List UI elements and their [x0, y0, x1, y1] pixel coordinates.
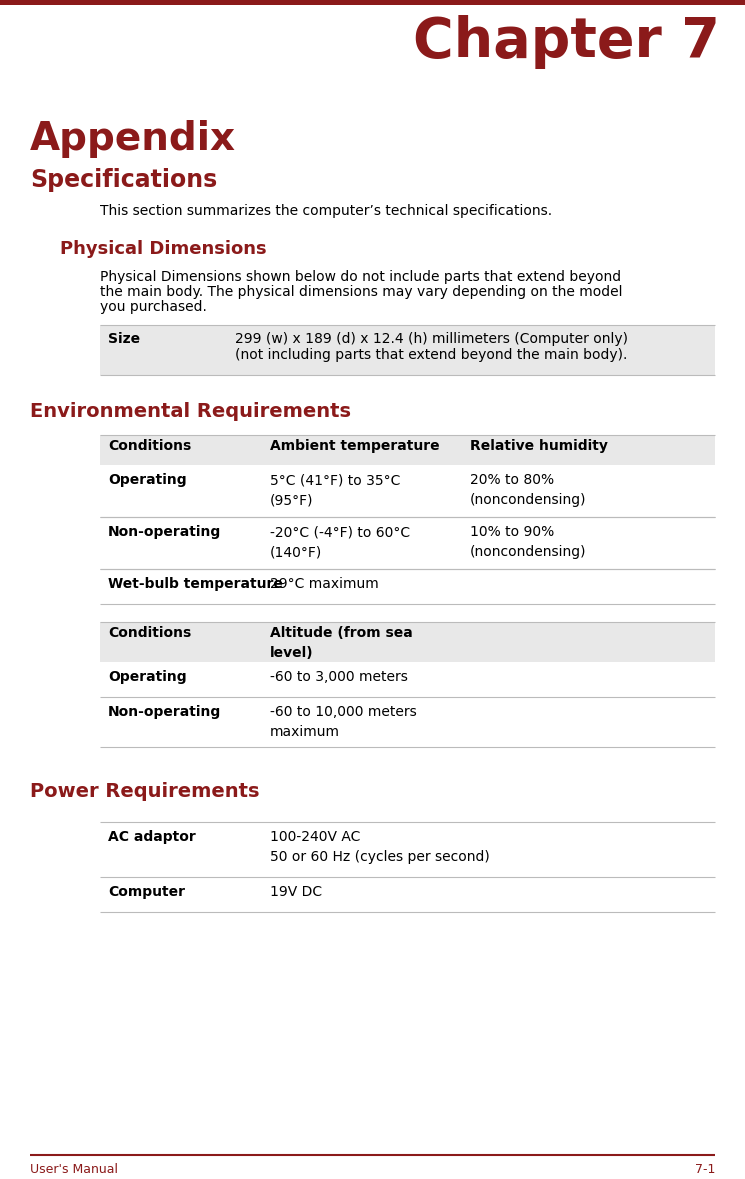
Text: -60 to 3,000 meters: -60 to 3,000 meters	[270, 670, 408, 684]
Text: 20% to 80%
(noncondensing): 20% to 80% (noncondensing)	[470, 473, 586, 507]
Text: -60 to 10,000 meters
maximum: -60 to 10,000 meters maximum	[270, 705, 416, 739]
Text: Physical Dimensions: Physical Dimensions	[60, 241, 267, 258]
Text: 100-240V AC
50 or 60 Hz (cycles per second): 100-240V AC 50 or 60 Hz (cycles per seco…	[270, 830, 489, 864]
Text: Non-operating: Non-operating	[108, 705, 221, 719]
Bar	[100, 518, 715, 569]
Text: Environmental Requirements: Environmental Requirements	[30, 402, 351, 421]
Text: you purchased.: you purchased.	[100, 299, 207, 314]
Text: 7-1: 7-1	[694, 1162, 715, 1175]
Bar	[100, 822, 715, 877]
Bar	[100, 697, 715, 747]
Bar	[100, 661, 715, 697]
Text: User's Manual: User's Manual	[30, 1162, 118, 1175]
Text: 5°C (41°F) to 35°C
(95°F): 5°C (41°F) to 35°C (95°F)	[270, 473, 400, 507]
Bar	[100, 569, 715, 604]
Text: AC adaptor: AC adaptor	[108, 830, 196, 844]
Text: Operating: Operating	[108, 670, 187, 684]
Text: Physical Dimensions shown below do not include parts that extend beyond: Physical Dimensions shown below do not i…	[100, 270, 621, 284]
Text: Chapter 7: Chapter 7	[413, 15, 720, 70]
Text: Altitude (from sea
level): Altitude (from sea level)	[270, 626, 413, 660]
Text: the main body. The physical dimensions may vary depending on the model: the main body. The physical dimensions m…	[100, 285, 623, 299]
Text: Appendix: Appendix	[30, 120, 236, 158]
Text: Conditions: Conditions	[108, 439, 191, 453]
Text: Ambient temperature: Ambient temperature	[270, 439, 440, 453]
Text: -20°C (-4°F) to 60°C
(140°F): -20°C (-4°F) to 60°C (140°F)	[270, 525, 410, 559]
Bar	[100, 465, 715, 518]
Text: 29°C maximum: 29°C maximum	[270, 577, 378, 591]
Text: Non-operating: Non-operating	[108, 525, 221, 539]
Text: Operating: Operating	[108, 473, 187, 487]
Bar	[100, 877, 715, 913]
Text: 10% to 90%
(noncondensing): 10% to 90% (noncondensing)	[470, 525, 586, 559]
Text: Relative humidity: Relative humidity	[470, 439, 608, 453]
Bar	[100, 325, 715, 375]
Text: Size: Size	[108, 332, 140, 345]
Bar	[0, 0, 745, 5]
Bar	[100, 435, 715, 465]
Bar	[100, 623, 715, 661]
Text: (not including parts that extend beyond the main body).: (not including parts that extend beyond …	[235, 348, 627, 362]
Text: Conditions: Conditions	[108, 626, 191, 640]
Text: 19V DC: 19V DC	[270, 885, 322, 900]
Text: Specifications: Specifications	[30, 167, 218, 192]
Text: This section summarizes the computer’s technical specifications.: This section summarizes the computer’s t…	[100, 204, 552, 218]
Text: Power Requirements: Power Requirements	[30, 782, 259, 801]
Text: Computer: Computer	[108, 885, 185, 900]
Text: 299 (w) x 189 (d) x 12.4 (h) millimeters (Computer only): 299 (w) x 189 (d) x 12.4 (h) millimeters…	[235, 332, 628, 345]
Text: Wet-bulb temperature: Wet-bulb temperature	[108, 577, 283, 591]
